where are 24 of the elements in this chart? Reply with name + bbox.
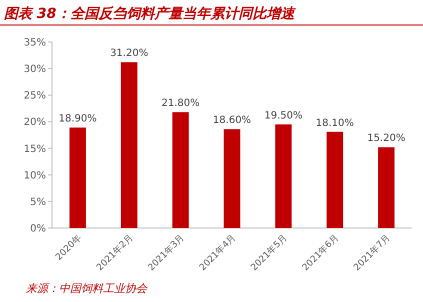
bar — [69, 128, 86, 228]
bar — [224, 129, 240, 228]
bar — [120, 62, 138, 228]
data-label: 18.60% — [212, 115, 252, 126]
bar — [326, 132, 344, 228]
chart-title: 图表 38：全国反刍饲料产量当年累计同比增速 — [4, 5, 296, 22]
data-label: 18.10% — [316, 118, 354, 129]
y-tick-label: 35% — [24, 38, 46, 48]
y-tick-label: 15% — [24, 144, 46, 155]
y-tick-label: 25% — [24, 90, 46, 102]
y-tick-label: 30% — [24, 64, 46, 76]
source-note: 来源：中国饲料工业协会 — [26, 282, 148, 295]
data-label: 18.90% — [58, 114, 97, 125]
y-tick-label: 5% — [30, 196, 46, 208]
bar — [172, 112, 189, 228]
bar — [378, 147, 395, 228]
bar — [275, 124, 292, 228]
y-tick-label: 0% — [30, 224, 46, 234]
data-label: 15.20% — [367, 133, 406, 144]
y-tick-label: 20% — [24, 117, 46, 128]
data-label: 19.50% — [264, 110, 302, 122]
data-label: 31.20% — [110, 48, 148, 60]
data-label: 21.80% — [162, 98, 200, 110]
y-tick-label: 10% — [24, 170, 46, 182]
